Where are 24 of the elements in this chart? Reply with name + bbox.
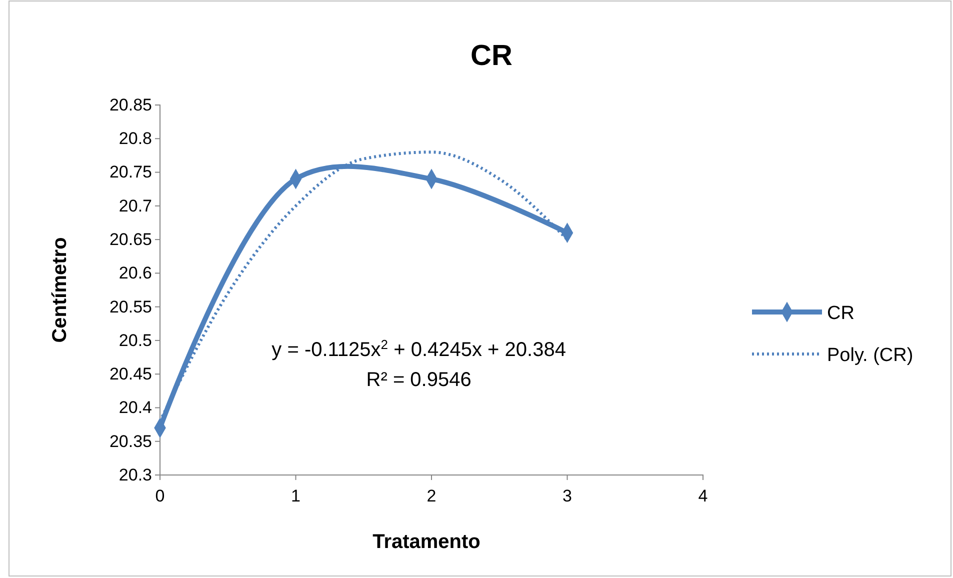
legend-label: CR <box>827 303 854 324</box>
y-tick-label: 20.6 <box>118 264 152 283</box>
y-tick-label: 20.55 <box>109 297 152 316</box>
x-tick-label: 3 <box>562 486 572 506</box>
x-tick-label: 1 <box>291 486 300 506</box>
x-tick-label: 4 <box>698 486 708 506</box>
y-axis-title: Centímetro <box>49 237 71 343</box>
x-tick-label: 2 <box>426 486 436 506</box>
y-tick-label: 20.5 <box>118 330 152 350</box>
y-tick-label: 20.35 <box>109 432 152 451</box>
x-tick-label: 0 <box>155 486 165 506</box>
y-tick-label: 20.7 <box>118 196 152 216</box>
y-tick-label: 20.85 <box>109 95 152 114</box>
y-tick-label: 20.75 <box>109 162 152 182</box>
y-tick-label: 20.65 <box>109 230 152 249</box>
x-axis-title: Tratamento <box>372 531 480 553</box>
y-tick-label: 20.8 <box>118 129 152 148</box>
y-tick-label: 20.45 <box>109 364 152 384</box>
annotation: y = -0.1125x$^{2}$ + 0.4245x + 20.384 <box>272 336 566 361</box>
y-tick-label: 20.3 <box>118 465 152 484</box>
chart-title: CR <box>470 40 512 72</box>
y-tick-label: 20.4 <box>118 398 152 418</box>
annotation: R² = 0.9546 <box>366 368 472 391</box>
legend-label: Poly. (CR) <box>827 345 914 366</box>
